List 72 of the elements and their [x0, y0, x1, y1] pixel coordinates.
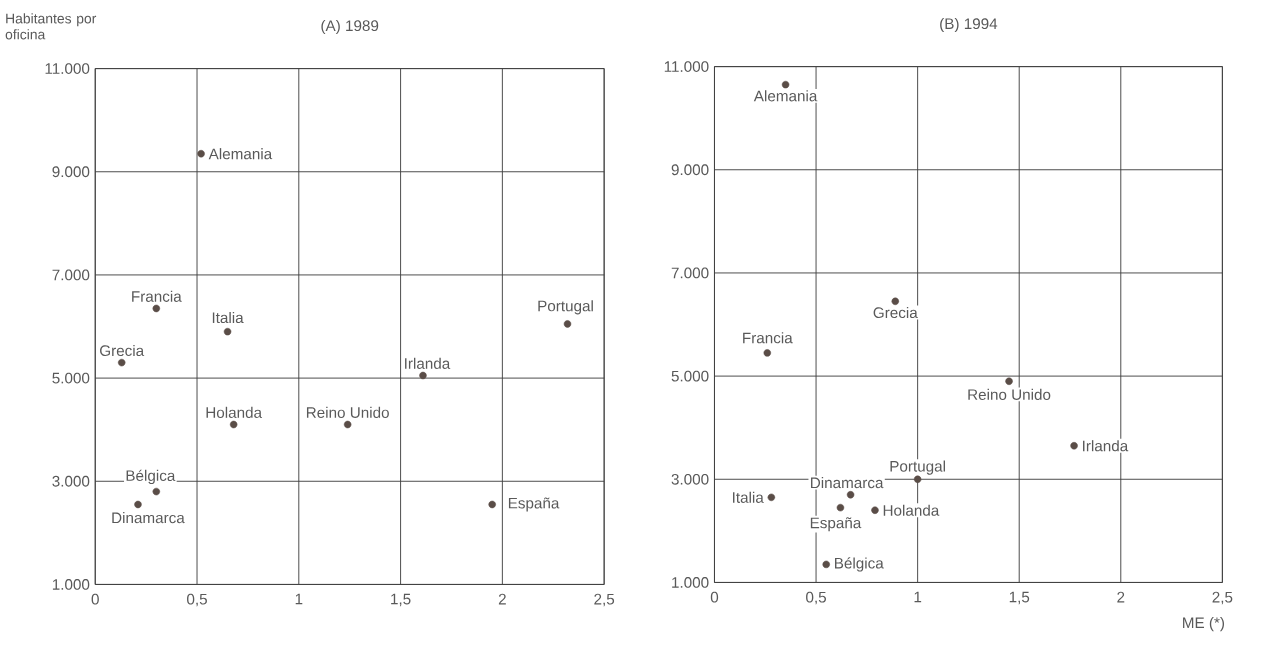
x-tick-label: 1	[914, 591, 922, 603]
point	[781, 80, 790, 89]
point	[563, 320, 572, 328]
point	[891, 297, 899, 306]
annotation: Alemania	[753, 90, 818, 102]
point	[419, 371, 427, 380]
y-tick-label: 5.000	[671, 370, 709, 382]
y-tick-label: 9.000	[671, 164, 709, 176]
point	[846, 491, 855, 499]
point	[913, 475, 922, 483]
annotation: Irlanda	[1083, 440, 1129, 452]
x-tick-label: 2,5	[1212, 591, 1233, 605]
annotation: Alemania	[208, 148, 273, 160]
annotation: Grecia	[100, 344, 145, 357]
annotation: Portugal	[538, 300, 593, 315]
point	[822, 560, 830, 569]
point	[152, 304, 161, 313]
point	[836, 503, 845, 512]
y-tick-label: 3.000	[671, 473, 709, 485]
annotation: Grecia	[873, 306, 918, 319]
point	[134, 500, 142, 509]
x-tick-label: 2	[498, 593, 506, 605]
annotation: Irlanda	[405, 357, 451, 369]
y-tick-label: 9.000	[52, 166, 90, 178]
x-tick-label: 1,5	[391, 593, 411, 607]
x-tick-label: 1	[295, 593, 303, 605]
point	[223, 327, 232, 336]
x-tick-label: 1,5	[1009, 591, 1030, 605]
y-tick-label: 1.000	[672, 577, 709, 588]
annotation: Italia	[733, 491, 764, 503]
chart-title: (B) 1994	[940, 17, 998, 33]
annotation: Dinamarca	[811, 477, 884, 489]
chart-title: (A) 1989	[321, 19, 379, 35]
y-axis-title: Habitantes por oficina	[5, 13, 97, 40]
annotation: Reino Unido	[306, 406, 389, 418]
annotation: España	[810, 517, 862, 532]
x-tick-label: 0,5	[187, 593, 207, 607]
annotation: Francia	[132, 290, 182, 302]
point	[152, 487, 161, 496]
point	[197, 149, 205, 158]
x-tick-label: 0,5	[806, 591, 827, 605]
annotation: Portugal	[890, 460, 945, 475]
point	[767, 493, 776, 502]
annotation: España	[508, 497, 560, 512]
annotation: Francia	[743, 332, 793, 344]
x-tick-label: 0	[91, 593, 99, 605]
annotation: Dinamarca	[112, 512, 185, 524]
point	[871, 506, 879, 514]
point	[1005, 377, 1013, 385]
y-tick-label: 1.000	[52, 579, 90, 590]
annotation: Holanda	[883, 504, 940, 516]
y-tick-label: 7.000	[671, 267, 709, 279]
y-tick-label: 11.000	[664, 61, 709, 72]
point	[229, 420, 238, 429]
annotation: Reino Unido	[968, 388, 1051, 401]
annotation: Italia	[212, 311, 244, 324]
y-tick-label: 5.000	[52, 372, 90, 384]
point	[343, 420, 352, 429]
point	[488, 500, 496, 509]
x-tick-label: 2,5	[594, 593, 615, 607]
x-axis-title: ME (*)	[1183, 616, 1225, 632]
y-tick-label: 11.000	[45, 63, 90, 74]
point	[117, 358, 126, 367]
point	[1070, 442, 1078, 450]
x-tick-label: 0	[710, 591, 719, 603]
x-tick-label: 2	[1117, 591, 1125, 603]
annotation: Bélgica	[835, 557, 884, 572]
annotation: Bélgica	[126, 469, 176, 485]
y-tick-label: 7.000	[52, 269, 90, 281]
y-tick-label: 3.000	[52, 475, 90, 487]
annotation: Holanda	[206, 406, 263, 418]
point	[763, 349, 772, 357]
